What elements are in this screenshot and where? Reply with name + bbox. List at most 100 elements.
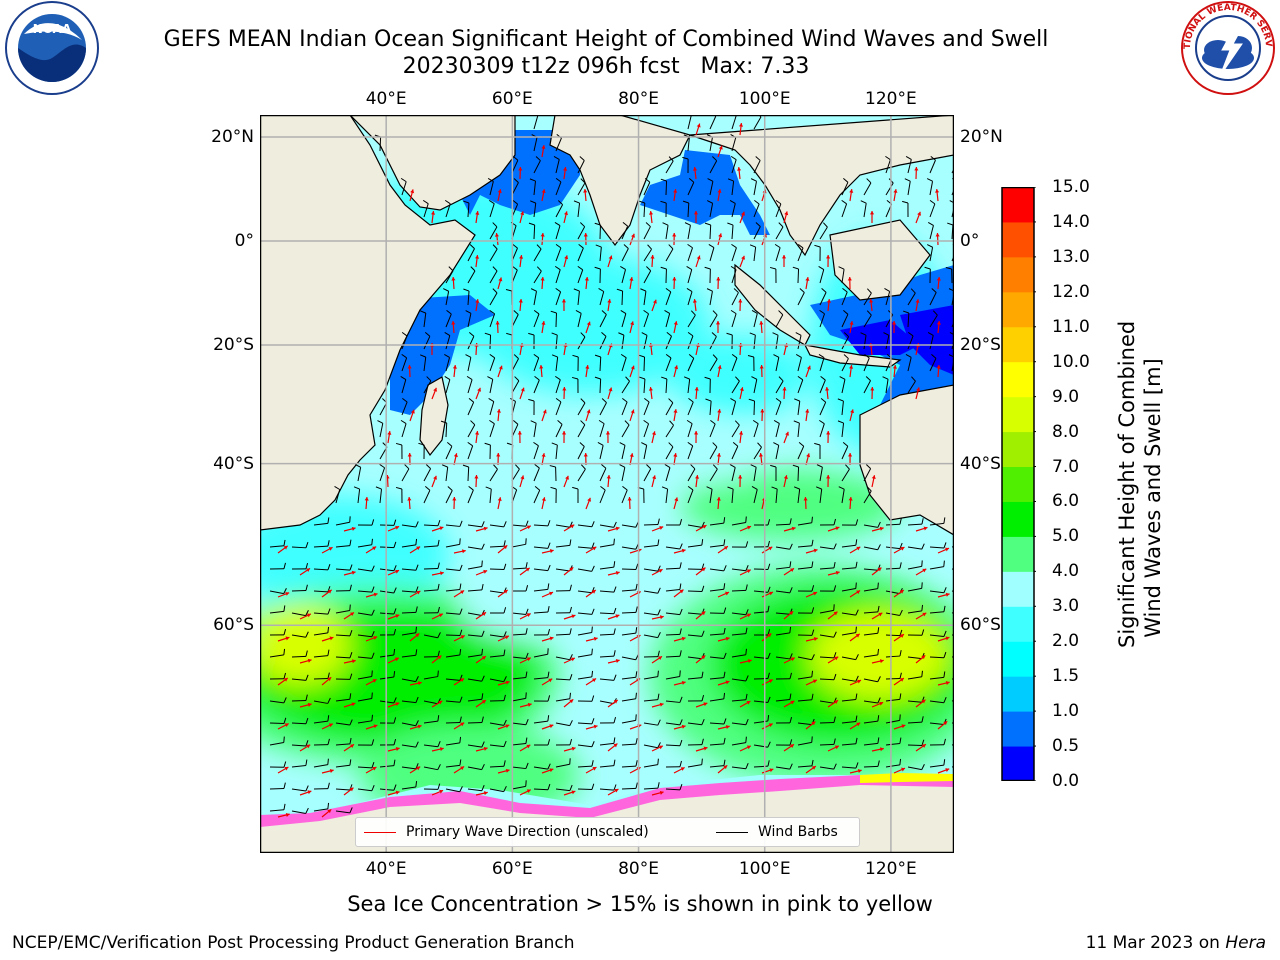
wind-barb — [488, 199, 495, 218]
wind-barb — [467, 398, 475, 416]
wind-barb — [418, 442, 425, 460]
wind-barb — [682, 200, 690, 218]
wave-direction-arrow — [365, 636, 378, 642]
wind-barb — [551, 332, 558, 350]
wind-barb — [731, 648, 747, 658]
wind-barb — [621, 563, 639, 570]
wind-barb — [709, 627, 726, 636]
wind-barb — [444, 375, 451, 394]
wave-direction-arrow — [365, 592, 378, 598]
wind-barb — [555, 397, 562, 416]
wave-direction-arrow — [892, 365, 897, 378]
wind-barb — [577, 521, 595, 528]
wind-barb — [400, 375, 407, 394]
wave-direction-arrow — [475, 431, 480, 444]
legend-red-line — [364, 831, 396, 833]
wind-barb — [773, 420, 780, 438]
wind-barb — [707, 178, 714, 196]
wind-barb — [706, 486, 713, 504]
wind-barb — [727, 178, 735, 196]
wave-height-map[interactable] — [260, 115, 954, 853]
wind-barb — [774, 243, 781, 262]
wave-direction-arrow — [783, 610, 794, 620]
wave-direction-arrow — [849, 679, 862, 686]
wind-barb — [841, 464, 850, 482]
wind-barb — [687, 539, 704, 548]
wave-direction-arrow — [387, 746, 400, 752]
wave-direction-arrow — [826, 430, 831, 444]
wave-direction-arrow — [277, 812, 290, 818]
wind-barb — [883, 332, 890, 350]
wind-barb — [841, 332, 850, 350]
wave-direction-arrow — [299, 744, 311, 752]
wave-direction-arrow — [871, 747, 884, 752]
wave-direction-arrow — [651, 568, 663, 576]
wave-direction-arrow — [937, 547, 950, 554]
wind-barb — [686, 265, 693, 284]
wind-barb — [599, 784, 617, 791]
wind-barb — [863, 544, 881, 551]
wind-barb — [904, 178, 911, 196]
wave-direction-arrow — [694, 386, 699, 400]
wave-direction-arrow — [738, 123, 744, 136]
wave-direction-arrow — [563, 566, 574, 576]
wind-barb — [357, 565, 375, 572]
wind-barb — [643, 742, 661, 749]
wave-direction-arrow — [717, 233, 723, 246]
wind-barb — [555, 539, 572, 548]
colorbar-tick-label: 12.0 — [1052, 281, 1090, 302]
wind-barb — [533, 266, 542, 284]
wind-barb — [665, 670, 681, 680]
left-lat-tick: 40°S — [213, 453, 254, 474]
wind-barb — [841, 287, 848, 306]
wave-direction-arrow — [563, 746, 576, 752]
colorbar-segment — [1002, 466, 1034, 502]
wind-barb — [599, 561, 616, 570]
wind-barb — [555, 738, 573, 746]
wave-direction-arrow — [561, 430, 567, 444]
wind-barb — [357, 670, 373, 680]
wind-barb — [797, 629, 815, 636]
wave-direction-arrow — [365, 724, 378, 730]
wind-barb — [687, 178, 695, 196]
wind-barb — [753, 605, 770, 614]
wave-direction-arrow — [585, 409, 591, 422]
wind-barb — [797, 736, 813, 746]
wind-barb — [422, 199, 429, 218]
wind-barb — [313, 563, 331, 571]
wind-barb — [885, 714, 901, 724]
wave-direction-arrow — [893, 767, 906, 774]
wave-direction-arrow — [717, 636, 730, 642]
wave-direction-arrow — [761, 633, 772, 642]
wave-direction-arrow — [494, 233, 499, 246]
wind-barb — [357, 630, 375, 638]
wave-direction-arrow — [805, 591, 818, 598]
wind-barb — [907, 288, 916, 306]
wave-direction-arrow — [805, 365, 811, 378]
wind-barb — [444, 199, 451, 218]
wave-direction-arrow — [805, 765, 817, 774]
wave-direction-arrow — [825, 387, 830, 400]
wind-barb — [841, 675, 859, 682]
wave-direction-arrow — [915, 211, 922, 224]
wind-barb — [555, 200, 564, 218]
wind-barb — [401, 397, 408, 416]
wind-barb — [379, 565, 397, 572]
wind-barb — [511, 376, 520, 394]
wind-barb — [511, 762, 529, 770]
wave-direction-arrow — [717, 591, 730, 598]
wave-direction-arrow — [321, 723, 334, 730]
wave-direction-arrow — [849, 321, 854, 334]
wind-barb — [599, 538, 615, 548]
wind-barb — [709, 354, 718, 372]
wind-barb — [709, 156, 718, 174]
wave-direction-arrow — [694, 430, 699, 444]
wind-barb — [555, 177, 562, 196]
wind-barb — [907, 696, 925, 703]
wind-barb — [549, 465, 557, 482]
wind-barb — [401, 741, 419, 748]
wind-barb — [841, 693, 858, 702]
wind-barb — [730, 398, 737, 416]
wind-barb — [313, 738, 330, 746]
wind-barb — [555, 420, 563, 438]
